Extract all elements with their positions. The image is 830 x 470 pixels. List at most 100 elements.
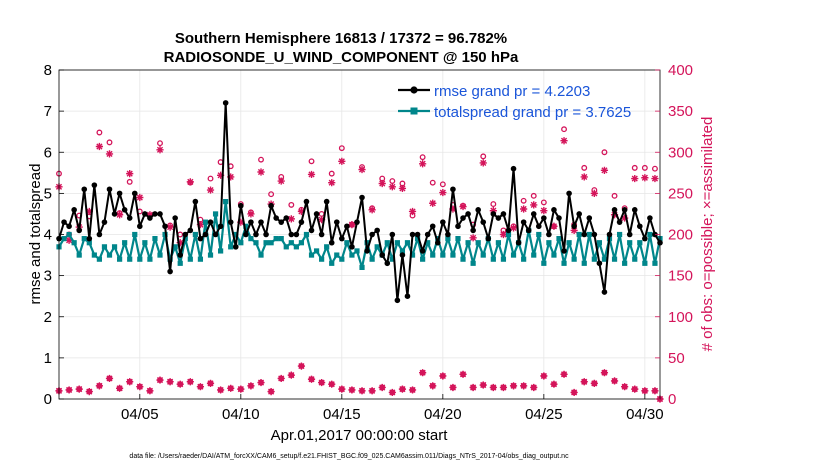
obs-low-assimilated-marker: [530, 383, 538, 392]
rmse-marker: [207, 219, 214, 225]
obs-assimilated-marker: [429, 199, 437, 207]
obs-low-assimilated-marker: [469, 383, 477, 392]
rmse-marker: [364, 248, 370, 254]
obs-possible-marker: [601, 149, 608, 156]
obs-possible-marker: [581, 164, 588, 171]
rmse-marker: [167, 268, 173, 275]
obs-assimilated-marker: [287, 215, 295, 223]
rmse-marker: [445, 231, 451, 238]
obs-assimilated-marker: [449, 205, 457, 213]
obs-low-assimilated-marker: [277, 374, 285, 383]
rmse-marker: [344, 223, 350, 230]
totalspread-marker: [495, 240, 501, 246]
obs-low-assimilated-marker: [75, 385, 83, 393]
totalspread-marker: [233, 231, 239, 238]
totalspread-marker: [278, 236, 284, 242]
obs-low-assimilated-marker: [489, 383, 497, 392]
totalspread-marker: [293, 244, 299, 250]
totalspread-marker: [591, 256, 597, 262]
rmse-marker: [339, 235, 345, 242]
obs-low-assimilated-marker: [105, 374, 114, 383]
obs-low-assimilated-marker: [176, 380, 184, 388]
rmse-marker: [636, 223, 643, 230]
totalspread-marker: [586, 231, 592, 238]
obs-assimilated-marker: [378, 179, 386, 188]
rmse-marker: [318, 231, 325, 238]
rmse-marker: [616, 219, 623, 225]
totalspread-marker: [228, 244, 234, 250]
rmse-marker: [505, 227, 512, 234]
rmse-marker: [147, 215, 153, 221]
y2-tick-label: 0: [668, 391, 676, 408]
x-tick-label: 04/25: [525, 406, 563, 423]
rmse-marker: [66, 223, 72, 230]
totalspread-marker: [627, 240, 633, 246]
totalspread-marker: [142, 240, 148, 246]
obs-low-assimilated-marker: [156, 376, 164, 384]
totalspread-marker: [420, 256, 426, 262]
totalspread-marker: [308, 252, 315, 258]
obs-assimilated-marker: [489, 207, 497, 215]
obs-possible-marker: [429, 179, 436, 186]
obs-possible-marker: [308, 158, 315, 165]
rmse-marker: [137, 223, 143, 230]
obs-assimilated-marker: [247, 210, 255, 218]
obs-possible-marker: [106, 139, 113, 146]
obs-low-assimilated-marker: [368, 387, 376, 395]
rmse-marker: [424, 231, 431, 238]
obs-possible-marker: [520, 197, 527, 204]
totalspread-marker: [531, 252, 537, 258]
totalspread-marker: [137, 256, 143, 262]
y2-tick-label: 400: [668, 62, 693, 79]
rmse-marker: [197, 235, 204, 242]
obs-low-assimilated-marker: [550, 380, 558, 388]
rmse-marker: [530, 211, 537, 217]
obs-low-assimilated-marker: [358, 387, 366, 395]
rmse-marker: [227, 219, 234, 225]
totalspread-marker: [389, 256, 395, 262]
totalspread-marker: [258, 252, 264, 258]
totalspread-marker: [566, 240, 572, 246]
rmse-marker: [510, 165, 517, 172]
rmse-marker: [81, 186, 88, 193]
rmse-marker: [546, 231, 552, 238]
rmse-marker: [131, 190, 138, 197]
legend-rmse-label: rmse grand pr = 4.2203: [434, 83, 590, 100]
obs-assimilated-marker: [419, 160, 427, 168]
totalspread-marker: [556, 236, 562, 242]
x-axis: 04/05 04/10 04/15 04/20 04/25 04/30: [121, 394, 664, 423]
rmse-marker: [369, 231, 375, 238]
rmse-marker: [440, 219, 446, 225]
rmse-marker: [177, 252, 184, 258]
obs-low-assimilated-marker: [166, 378, 174, 386]
totalspread-marker: [253, 240, 259, 246]
rmse-marker: [606, 231, 613, 238]
totalspread-marker: [632, 256, 638, 262]
obs-low-assimilated-marker: [540, 372, 548, 380]
totalspread-marker: [354, 248, 360, 254]
rmse-marker: [182, 231, 189, 238]
rmse-marker: [394, 297, 401, 304]
obs-assimilated-marker: [338, 157, 346, 165]
legend-spread-marker: [410, 107, 418, 115]
totalspread-marker: [197, 256, 204, 262]
totalspread-marker: [430, 252, 436, 258]
rmse-marker: [328, 239, 335, 246]
totalspread-marker: [394, 240, 400, 246]
rmse-marker: [76, 227, 83, 234]
obs-assimilated-marker: [388, 183, 396, 191]
rmse-marker: [647, 215, 653, 221]
totalspread-marker: [81, 236, 87, 242]
obs-low-assimilated-marker: [590, 379, 598, 387]
chart-title: Southern Hemisphere 16813 / 17372 = 96.7…: [175, 30, 507, 47]
obs-possible-marker: [126, 178, 133, 185]
y2-tick-label: 250: [668, 185, 693, 202]
obs-assimilated-marker: [570, 226, 578, 234]
obs-possible-marker: [490, 201, 497, 208]
obs-low-assimilated-marker: [641, 387, 649, 395]
obs-assimilated-marker: [318, 216, 326, 224]
totalspread-marker: [505, 231, 512, 238]
totalspread-marker: [445, 236, 451, 242]
rmse-marker: [374, 227, 380, 234]
